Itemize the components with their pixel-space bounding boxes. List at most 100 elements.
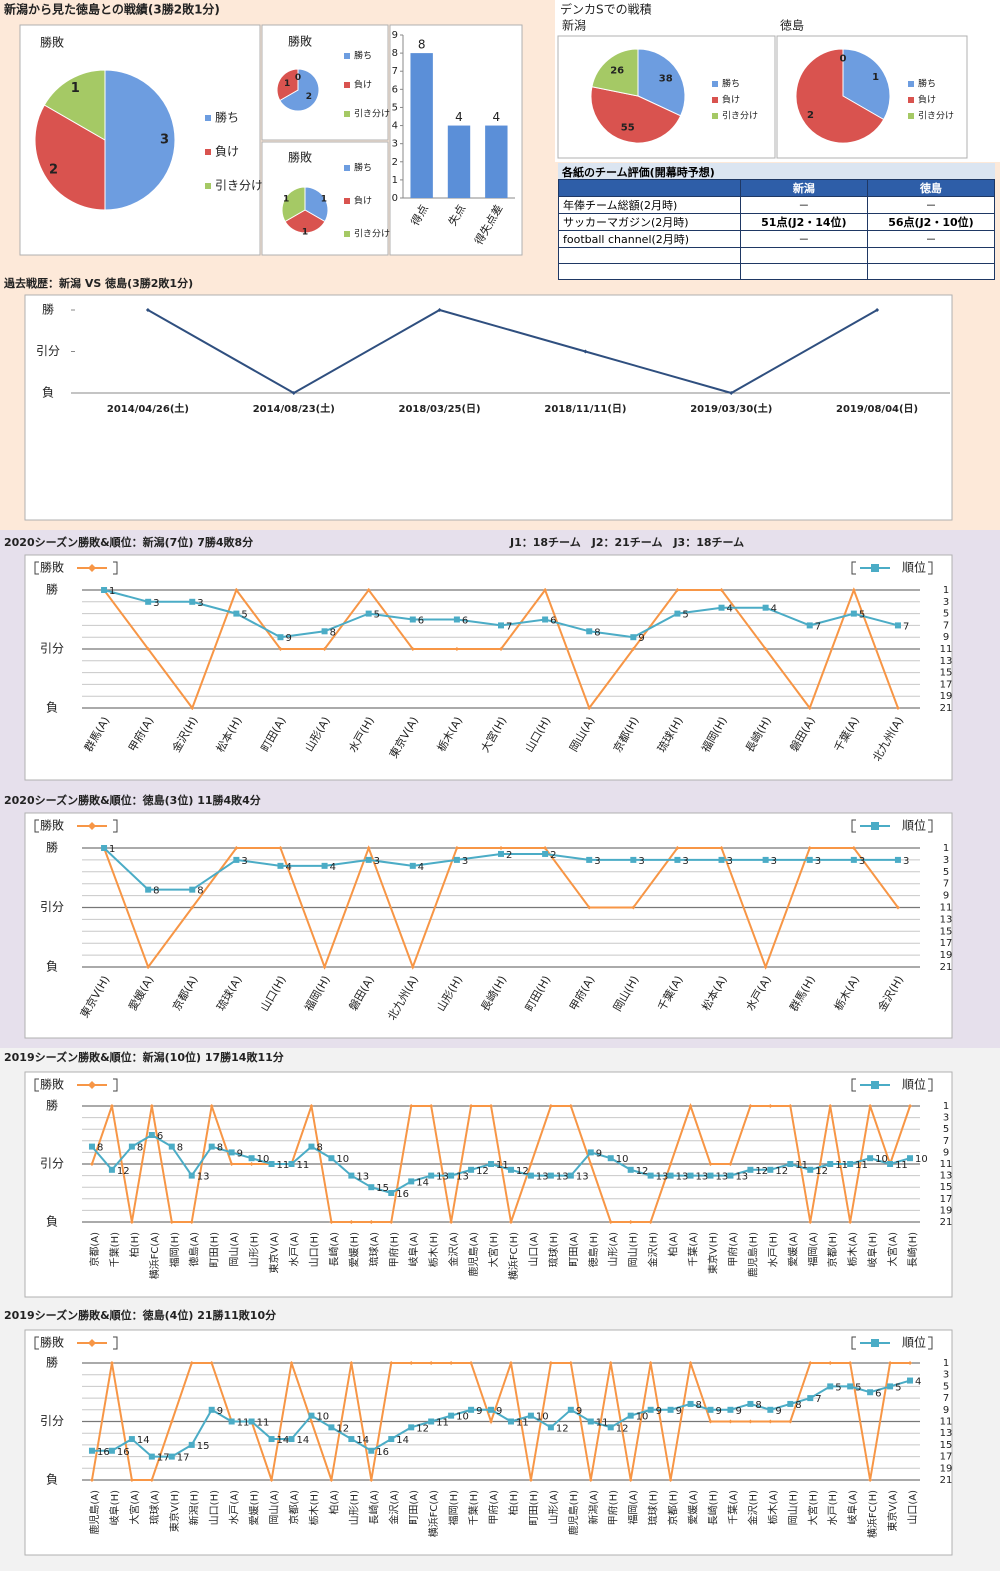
y-tick-label: 9 [392,30,398,41]
x-tick-label: 長崎(H) [906,1232,919,1267]
data-label: 5 [374,610,380,621]
marker [278,846,283,850]
y-tick-label: 勝 [46,840,58,855]
marker [708,1419,713,1424]
x-tick-label: 東京V(A) [268,1232,281,1274]
marker [668,1162,673,1166]
legend-bracket [851,561,856,575]
x-tick-label: 大宮(A) [886,1232,899,1267]
y-tick-label: 勝 [42,302,54,317]
marker [688,1104,693,1108]
marker [448,1172,455,1179]
legend-bracket [113,1078,118,1092]
x-tick-label: 岡山(A) [269,1490,281,1525]
value-label: 8 [418,38,426,52]
x-tick-label: 大宮(A) [128,1490,141,1525]
marker [707,1406,714,1413]
marker [277,862,284,869]
x-tick-label: 山形(H) [249,1232,261,1267]
marker [409,616,416,623]
cell [866,247,996,264]
marker [189,1220,194,1224]
data-label: 3 [462,856,468,867]
data-label: 11 [795,1160,808,1171]
denka-title: デンカSでの戦積 [560,2,652,17]
marker [437,308,442,312]
pie-slice [591,48,639,97]
marker [348,1436,355,1443]
marker [867,1389,874,1396]
marker [268,1436,275,1443]
marker [188,1172,195,1179]
marker [169,1419,174,1424]
marker [498,622,504,629]
marker [895,905,900,910]
marker [88,1081,96,1089]
data-label: 10 [536,1412,549,1423]
x-tick-label: 鹿児島(H) [567,1490,580,1535]
data-label: 4 [285,862,291,873]
data-label: 16 [97,1447,110,1458]
data-label: 17 [157,1453,170,1464]
marker [169,1220,174,1224]
data-label: 6 [157,1131,163,1142]
marker [868,1478,873,1482]
data-label: 4 [330,862,336,873]
marker [229,1162,234,1166]
pie-slice [795,48,885,144]
pie-title: 徳島 [780,18,804,33]
marker [907,1377,914,1384]
marker [748,1419,753,1424]
y2-tick-label: 1 [943,585,949,596]
data-label: 2 [506,850,512,861]
legend-label: 勝ち [918,78,936,90]
x-tick-label: 岡山(H) [787,1490,799,1525]
x-tick-label: 岡山(H) [628,1232,640,1267]
data-label: 8 [795,1400,801,1411]
data-label: 9 [476,1406,482,1417]
legend-label: 負け [215,145,239,159]
marker [328,1424,335,1431]
marker [507,1166,514,1173]
pie-label: 0 [840,53,847,64]
legend-swatch [205,149,211,155]
legend-label: 負け [354,79,372,91]
marker [409,862,416,869]
marker [807,1166,814,1173]
y-tick-label: 負 [46,1215,58,1229]
y2-tick-label: 7 [943,620,949,631]
marker [322,647,327,651]
marker [851,846,856,850]
marker [408,1178,415,1185]
data-label: 13 [436,1172,449,1183]
y2-tick-label: 1 [943,1101,949,1112]
y2-tick-label: 5 [943,609,949,620]
legend-swatch [205,183,211,189]
table-row [558,247,996,264]
data-label: 8 [137,1143,143,1154]
data-label: 17 [177,1453,190,1464]
marker [322,965,327,969]
legend-bracket [928,1078,933,1092]
marker [329,1478,334,1482]
data-label: 6 [550,616,556,627]
marker [190,706,195,710]
y-tick-label: 2 [392,157,398,168]
data-label: 11 [297,1160,310,1171]
data-label: 12 [755,1166,768,1177]
marker [228,1149,235,1156]
y-tick-label: 引分 [40,642,64,656]
marker [129,1478,134,1482]
chart-title: 2020シーズン勝敗&順位：徳島(3位) 11勝4敗4分 [4,793,261,807]
x-tick-label: 山形(H) [348,1490,360,1525]
marker [145,598,152,605]
marker [234,588,239,592]
x-tick-label: 京都(A) [88,1232,101,1267]
marker [168,1453,175,1460]
y2-tick-label: 3 [943,1113,949,1124]
table-row: サッカーマガジン(2月時) 51点(J2・14位) 56点(J2・10位) [558,213,996,231]
x-tick-label: 東京V(H) [707,1232,720,1274]
data-label: 5 [241,610,247,621]
pie-slice [284,209,326,234]
